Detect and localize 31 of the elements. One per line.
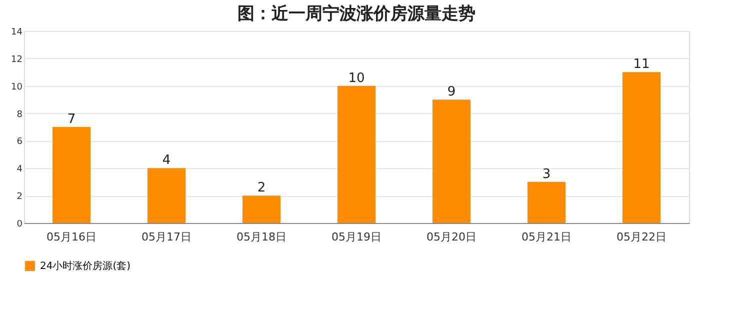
y-tick-label: 4 (16, 164, 23, 175)
x-tick-label: 05月17日 (142, 230, 192, 244)
data-label: 9 (447, 84, 456, 100)
data-label: 2 (257, 180, 266, 196)
legend-label: 24小时涨价房源(套) (40, 260, 131, 272)
x-tick-label: 05月19日 (332, 230, 382, 244)
bar (52, 127, 90, 223)
data-label: 11 (633, 57, 650, 72)
y-tick-label: 14 (11, 28, 23, 38)
y-tick-label: 12 (11, 54, 22, 65)
y-tick-label: 8 (16, 110, 23, 120)
x-tick-label: 05月18日 (236, 230, 286, 244)
bar (432, 100, 470, 223)
data-label: 4 (162, 153, 171, 168)
data-label: 3 (542, 166, 551, 182)
y-tick-label: 2 (16, 192, 22, 202)
y-tick-label: 6 (16, 137, 23, 148)
data-label: 7 (67, 112, 76, 127)
x-tick-label: 05月22日 (616, 230, 666, 244)
y-tick-label: 0 (16, 220, 23, 230)
bar (338, 86, 376, 223)
bar (622, 72, 660, 223)
bar (242, 196, 280, 223)
bar (148, 168, 186, 223)
x-tick-label: 05月20日 (426, 230, 476, 244)
x-tick-label: 05月16日 (46, 230, 96, 244)
chart-title: 图：近一周宁波涨价房源量走势 (238, 4, 476, 24)
bar (528, 182, 566, 223)
y-tick-label: 10 (11, 82, 23, 92)
data-label: 10 (348, 70, 365, 86)
x-tick-label: 05月21日 (522, 230, 572, 244)
